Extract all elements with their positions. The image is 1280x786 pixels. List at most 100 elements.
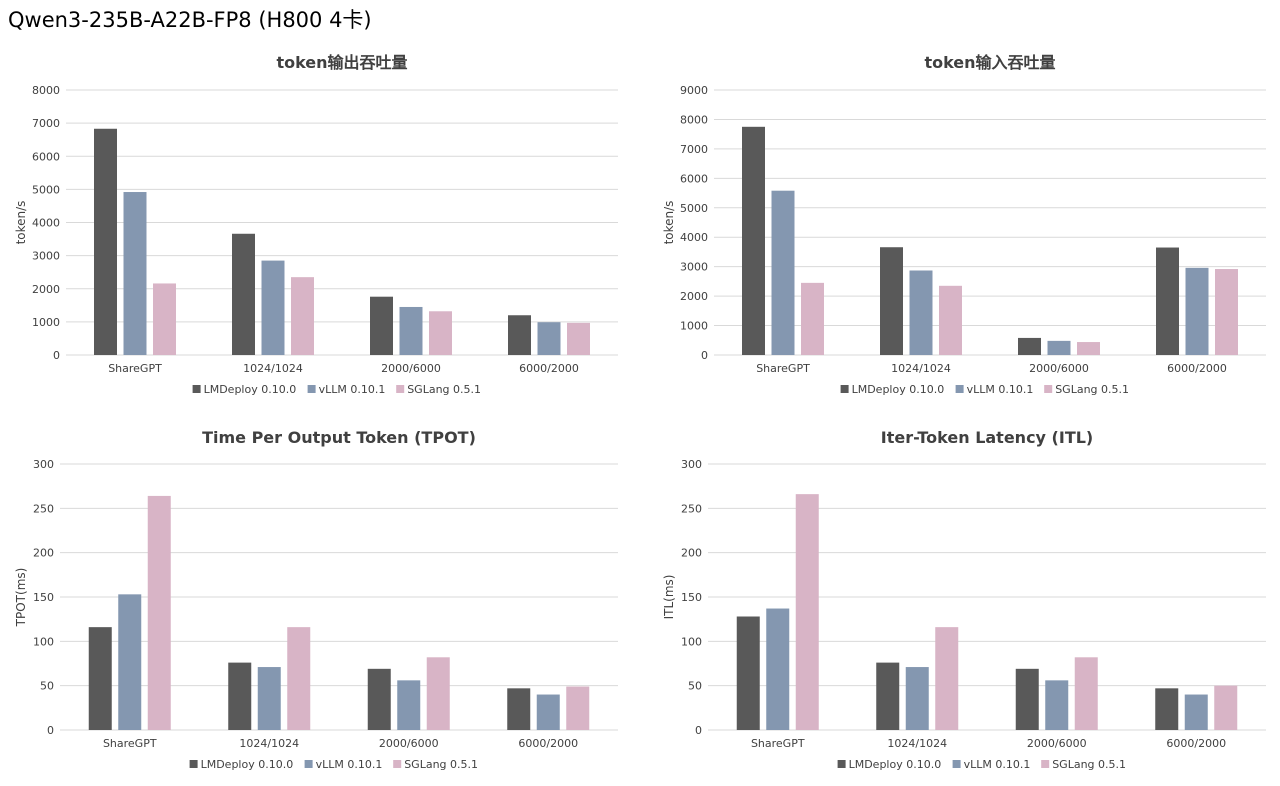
y-tick-label: 0 [53,349,60,362]
bar-lmdeploy-0-10-0-1024-1024 [232,233,255,355]
legend-swatch-lmdeploy-0-10-0 [189,760,198,768]
y-tick-label: 200 [33,547,54,560]
legend-label-vllm-0-10-1: vLLM 0.10.1 [964,758,1031,771]
x-tick-label: ShareGPT [756,362,810,375]
bar-sglang-0-5-1-1024-1024 [939,285,962,355]
bar-lmdeploy-0-10-0-1024-1024 [876,662,900,730]
x-tick-label: 2000/6000 [381,362,441,375]
bar-sglang-0-5-1-6000-2000 [1214,685,1238,730]
y-tick-label: 6000 [680,172,708,185]
legend: LMDeploy 0.10.0 vLLM 0.10.1 SGLang 0.5.1 [837,758,1126,771]
y-tick-label: 0 [701,349,708,362]
x-tick-label: 6000/2000 [1166,737,1226,750]
x-tick-label: ShareGPT [108,362,162,375]
legend-label-lmdeploy-0-10-0: LMDeploy 0.10.0 [204,383,297,396]
legend-swatch-sglang-0-5-1 [396,385,405,393]
legend-swatch-vllm-0-10-1 [307,385,316,393]
bar-sglang-0-5-1-1024-1024 [287,627,311,730]
y-tick-label: 7000 [32,117,60,130]
legend-swatch-sglang-0-5-1 [1044,385,1053,393]
x-tick-label: 1024/1024 [239,737,299,750]
legend-label-vllm-0-10-1: vLLM 0.10.1 [319,383,386,396]
legend-label-lmdeploy-0-10-0: LMDeploy 0.10.0 [852,383,945,396]
bar-lmdeploy-0-10-0-sharegpt [736,616,760,730]
legend-label-vllm-0-10-1: vLLM 0.10.1 [316,758,383,771]
legend-label-lmdeploy-0-10-0: LMDeploy 0.10.0 [201,758,294,771]
y-axis-label: ITL(ms) [662,575,676,620]
bar-vllm-0-10-1-6000-2000 [537,322,561,355]
x-tick-label: 2000/6000 [1029,362,1089,375]
y-tick-label: 3000 [32,250,60,263]
x-tick-label: 1024/1024 [243,362,303,375]
y-tick-label: 300 [681,458,702,471]
bar-sglang-0-5-1-2000-6000 [1077,342,1100,355]
bar-sglang-0-5-1-sharegpt [795,494,819,730]
x-tick-label: 6000/2000 [519,362,579,375]
y-tick-label: 4000 [680,231,708,244]
legend-label-sglang-0-5-1: SGLang 0.5.1 [1052,758,1126,771]
bar-lmdeploy-0-10-0-2000-6000 [1018,337,1041,355]
bar-lmdeploy-0-10-0-sharegpt [742,126,765,355]
legend-label-sglang-0-5-1: SGLang 0.5.1 [1055,383,1129,396]
y-tick-label: 6000 [32,150,60,163]
x-tick-label: 1024/1024 [887,737,947,750]
chart-title: token输出吞吐量 [276,53,407,72]
y-tick-label: 8000 [680,113,708,126]
legend-swatch-lmdeploy-0-10-0 [837,760,846,768]
bar-lmdeploy-0-10-0-1024-1024 [880,247,903,355]
bar-lmdeploy-0-10-0-6000-2000 [508,315,531,355]
bar-vllm-0-10-1-2000-6000 [399,306,423,355]
legend: LMDeploy 0.10.0 vLLM 0.10.1 SGLang 0.5.1 [192,383,481,396]
chart-output-throughput: token输出吞吐量 0 1000 2000 3000 4000 5000 6000 7000 8… [14,53,618,396]
bar-sglang-0-5-1-2000-6000 [426,657,450,730]
y-tick-label: 1000 [680,320,708,333]
x-tick-label: 6000/2000 [1167,362,1227,375]
y-tick-label: 100 [681,635,702,648]
y-tick-label: 3000 [680,261,708,274]
y-axis-label: token/s [14,201,28,245]
x-tick-label: 2000/6000 [379,737,439,750]
y-tick-label: 150 [33,591,54,604]
bar-sglang-0-5-1-sharegpt [153,283,176,355]
bar-vllm-0-10-1-sharegpt [118,594,142,730]
y-tick-label: 300 [33,458,54,471]
y-tick-label: 100 [33,635,54,648]
bar-sglang-0-5-1-sharegpt [801,282,824,355]
bar-vllm-0-10-1-1024-1024 [909,270,933,355]
y-tick-label: 200 [681,547,702,560]
bar-sglang-0-5-1-6000-2000 [567,322,590,355]
y-tick-label: 2000 [680,290,708,303]
legend-swatch-vllm-0-10-1 [952,760,961,768]
bar-vllm-0-10-1-1024-1024 [257,667,281,730]
legend-label-sglang-0-5-1: SGLang 0.5.1 [404,758,478,771]
x-tick-label: 2000/6000 [1027,737,1087,750]
bar-vllm-0-10-1-sharegpt [766,608,790,730]
y-axis-label: token/s [662,201,676,245]
chart-tpot: Time Per Output Token (TPOT) 0 50 100 150 200… [14,428,618,771]
legend-swatch-sglang-0-5-1 [1041,760,1050,768]
y-tick-label: 5000 [680,202,708,215]
bar-lmdeploy-0-10-0-6000-2000 [507,688,531,730]
bar-lmdeploy-0-10-0-sharegpt [88,627,112,730]
legend: LMDeploy 0.10.0 vLLM 0.10.1 SGLang 0.5.1 [840,383,1129,396]
bar-lmdeploy-0-10-0-2000-6000 [367,668,391,730]
bar-sglang-0-5-1-6000-2000 [1215,269,1238,355]
y-tick-label: 50 [40,680,54,693]
bar-lmdeploy-0-10-0-6000-2000 [1156,247,1179,355]
legend-swatch-lmdeploy-0-10-0 [192,385,201,393]
chart-title: Time Per Output Token (TPOT) [202,428,476,447]
bar-lmdeploy-0-10-0-2000-6000 [1015,668,1039,730]
bar-vllm-0-10-1-2000-6000 [397,680,421,730]
bar-vllm-0-10-1-2000-6000 [1047,340,1071,355]
x-tick-label: ShareGPT [751,737,805,750]
y-tick-label: 50 [688,680,702,693]
y-tick-label: 150 [681,591,702,604]
legend-label-sglang-0-5-1: SGLang 0.5.1 [407,383,481,396]
bar-vllm-0-10-1-2000-6000 [1045,680,1069,730]
bar-vllm-0-10-1-1024-1024 [905,667,929,730]
page-title: Qwen3-235B-A22B-FP8 (H800 4卡) [8,8,372,32]
chart-input-throughput: token输入吞吐量 0 1000 2000 3000 4000 5000 6000 7000 8… [662,53,1266,396]
legend-swatch-vllm-0-10-1 [304,760,313,768]
legend-label-lmdeploy-0-10-0: LMDeploy 0.10.0 [849,758,942,771]
bar-sglang-0-5-1-6000-2000 [566,686,590,730]
